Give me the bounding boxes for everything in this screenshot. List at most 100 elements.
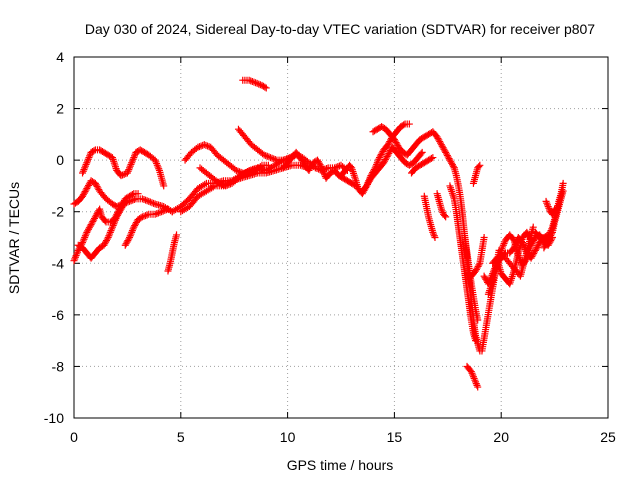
data-point [113,213,121,221]
data-point [447,184,455,192]
data-point [417,150,425,158]
data-point [317,162,325,170]
data-point [215,179,223,187]
data-point [445,155,453,163]
data-point [106,230,114,238]
data-point [123,169,131,177]
data-point [80,166,88,174]
data-point [546,233,554,241]
y-tick-label: -8 [52,358,65,374]
y-tick-label: 2 [56,101,64,117]
data-point [469,373,477,381]
data-point [544,203,552,211]
data-point [161,206,169,214]
data-point [140,212,148,220]
data-point [434,134,442,142]
data-point [111,218,119,226]
data-point [129,155,137,163]
x-tick-label: 20 [493,429,509,445]
data-point [335,162,343,170]
data-point [474,383,482,391]
data-point [508,273,516,281]
data-point [448,189,456,197]
y-tick-label: -6 [52,307,65,323]
data-point [378,149,386,157]
data-point [253,79,261,87]
data-point [130,223,138,231]
data-point [450,193,458,201]
data-point [124,237,132,245]
data-point [84,155,92,163]
data-point [377,150,385,158]
data-point [84,183,92,191]
data-point [128,157,136,165]
data-point [197,142,205,150]
data-point [129,225,137,233]
data-point [173,231,181,239]
data-point [85,154,93,162]
y-tick-labels: -10 -8 -6 -4 -2 0 2 4 [44,49,64,426]
data-point [120,170,128,178]
data-point [252,79,260,87]
data-point [320,169,328,177]
data-point [298,157,306,165]
data-point [268,154,276,162]
data-point [123,238,131,246]
data-point [443,150,451,158]
data-point [313,165,321,173]
data-point [559,187,567,195]
data-point [476,161,484,169]
data-point [146,198,154,206]
data-point [255,80,263,88]
data-point [429,154,437,162]
data-point [299,158,307,166]
data-point [81,234,89,241]
data-point [386,148,394,156]
data-point [127,230,135,238]
data-point [110,220,118,228]
data-point [160,182,168,190]
data-point [543,199,551,207]
data-point [509,235,517,243]
x-tick-label: 5 [177,429,185,445]
data-point [74,248,82,256]
data-point [375,154,383,162]
data-point [441,147,449,155]
data-point [91,213,99,221]
data-point [474,316,482,324]
data-point [542,241,550,249]
data-point [151,156,159,164]
data-point [279,156,287,164]
data-point [430,232,438,240]
data-point [217,180,225,188]
data-point [441,212,449,220]
y-tick-label: -4 [52,255,65,271]
data-point [150,199,158,207]
data-point [80,235,88,243]
data-point [543,201,551,209]
data-point [469,371,477,379]
data-point [132,220,140,228]
data-point [79,167,87,175]
data-point [429,228,437,236]
data-point [376,152,384,160]
data-point [442,148,450,156]
data-point [153,160,161,168]
data-point [83,228,91,236]
data-point [264,161,272,169]
data-point [467,368,475,376]
y-tick-label: -10 [44,410,64,426]
data-point [374,157,382,165]
data-point [470,374,478,382]
data-point [138,195,146,203]
data-point [545,235,553,243]
data-point [439,144,447,152]
data-point [126,232,134,240]
data-point [101,217,109,225]
data-point [400,121,408,129]
data-point [79,191,87,199]
data-point [350,169,358,177]
data-point [446,182,454,190]
data-point [444,153,452,161]
data-point [385,139,393,147]
